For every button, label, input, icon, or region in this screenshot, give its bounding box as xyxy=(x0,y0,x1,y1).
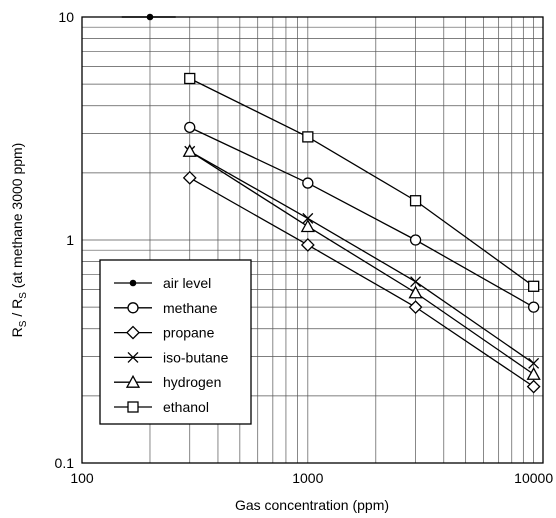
series-iso-butane xyxy=(184,145,540,369)
marker-dot xyxy=(129,279,137,287)
marker-circle xyxy=(409,234,422,246)
legend-label: iso-butane xyxy=(163,349,229,365)
tick-labels: 100 1000 10000 10 1 0.1 xyxy=(55,9,554,486)
series-layer xyxy=(121,13,541,394)
marker-diamond xyxy=(300,238,315,252)
marker-circle xyxy=(184,121,196,134)
y-tick-label: 1 xyxy=(66,232,74,248)
y-axis-label: RS / RS (at methane 3000 ppm) xyxy=(9,143,29,338)
x-tick-label: 1000 xyxy=(292,470,323,486)
series-line xyxy=(189,150,535,364)
marker-x xyxy=(127,351,139,363)
legend-label: ethanol xyxy=(163,399,209,415)
legend: air level methane propane iso-butane hydroge… xyxy=(99,259,252,425)
marker-diamond xyxy=(408,300,423,315)
legend-label: air level xyxy=(163,275,211,291)
legend-label: propane xyxy=(163,325,215,341)
legend-item: hydrogen xyxy=(114,374,221,390)
series-air-level xyxy=(121,13,176,21)
series-hydrogen xyxy=(182,143,541,380)
marker-diamond xyxy=(126,325,140,340)
series-ethanol xyxy=(184,72,540,292)
marker-x-stroke xyxy=(127,351,139,363)
legend-item: ethanol xyxy=(114,399,209,415)
legend-box xyxy=(99,259,252,425)
marker-triangle xyxy=(408,285,423,299)
x-axis-label: Gas concentration (ppm) xyxy=(235,497,389,513)
marker-square xyxy=(184,72,196,85)
marker-x xyxy=(302,212,314,224)
y-axis-label-sub1: S xyxy=(18,320,29,327)
marker-x xyxy=(528,357,540,369)
legend-item: air level xyxy=(114,275,211,291)
legend-label: hydrogen xyxy=(163,374,221,390)
marker-triangle xyxy=(300,219,315,233)
marker-dot xyxy=(146,13,154,21)
series-line xyxy=(189,150,535,375)
marker-circle xyxy=(528,301,540,313)
y-axis-label-mid: / R xyxy=(9,299,25,321)
marker-square xyxy=(302,131,314,143)
y-axis-label-sub2: S xyxy=(18,292,29,299)
marker-square xyxy=(127,401,139,413)
marker-circle xyxy=(302,177,314,189)
y-tick-label: 0.1 xyxy=(55,455,75,471)
series-line xyxy=(189,126,534,308)
legend-label: methane xyxy=(163,300,218,316)
legend-item: iso-butane xyxy=(114,349,229,365)
marker-x-stroke xyxy=(302,212,314,224)
x-tick-label: 100 xyxy=(70,470,94,486)
plot-frame xyxy=(81,16,544,464)
marker-square xyxy=(528,280,540,292)
marker-triangle xyxy=(125,374,141,388)
marker-square xyxy=(409,195,422,207)
series-propane xyxy=(182,170,541,394)
marker-circle xyxy=(127,302,139,314)
y-axis-label-tail: (at methane 3000 ppm) xyxy=(9,143,25,292)
marker-x-stroke xyxy=(528,357,540,369)
marker-diamond xyxy=(182,170,197,185)
series-line xyxy=(189,177,535,388)
legend-item: propane xyxy=(114,325,215,341)
marker-triangle xyxy=(182,143,197,157)
marker-x-stroke xyxy=(410,276,422,288)
grid xyxy=(82,17,543,463)
y-tick-label: 10 xyxy=(58,9,74,25)
series-line xyxy=(189,77,535,287)
series-methane xyxy=(184,121,540,313)
x-tick-label: 10000 xyxy=(514,470,553,486)
marker-x xyxy=(410,276,422,288)
marker-triangle xyxy=(526,366,541,380)
legend-item: methane xyxy=(114,300,218,316)
marker-diamond xyxy=(526,379,541,394)
